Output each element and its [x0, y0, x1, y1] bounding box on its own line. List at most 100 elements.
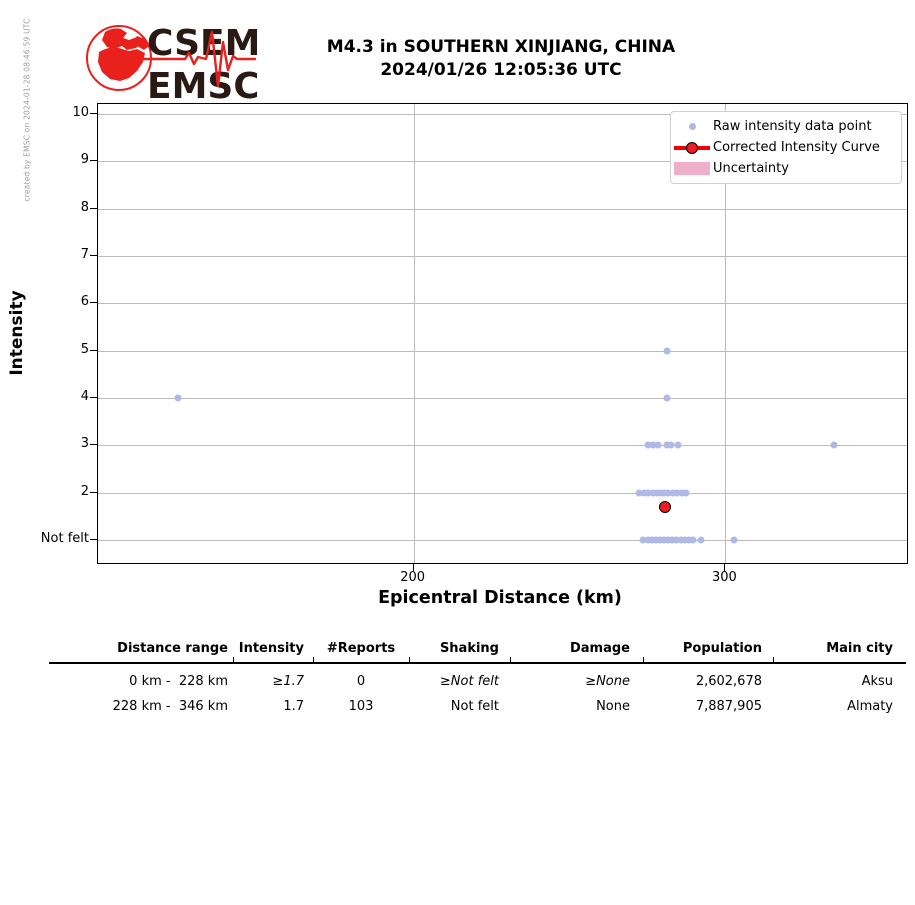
table-header--reports: #Reports — [326, 641, 396, 656]
table-row: 228 km - 346 km 1.7 103 Not felt None 7,887,9… — [49, 699, 906, 714]
intensity-summary-table: Distance range Intensity #Reports Shaking Da… — [49, 641, 906, 714]
raw-data-point — [639, 536, 647, 544]
raw-data-point — [663, 441, 670, 449]
y-tick-mark — [90, 349, 97, 351]
raw-data-point — [660, 489, 668, 497]
column-divider-tick — [510, 657, 511, 662]
table-cell: ≥1.7 — [272, 674, 304, 689]
legend-item-corrected: Corrected Intensity Curve — [671, 137, 901, 158]
table-header-intensity: Intensity — [238, 641, 304, 656]
table-header-row: Distance range Intensity #Reports Shaking Da… — [49, 641, 906, 662]
y-tick-mark — [90, 112, 97, 114]
column-divider-tick — [313, 657, 314, 662]
table-header-main-city: Main city — [826, 641, 893, 656]
y-tick-mark — [90, 160, 97, 162]
uncertainty-patch-icon — [671, 158, 713, 179]
y-tick-mark — [90, 207, 97, 209]
table-cell: 228 km - 346 km — [112, 699, 228, 714]
globe-icon — [86, 25, 152, 91]
corrected-curve-icon — [671, 137, 713, 158]
raw-data-point — [663, 347, 671, 355]
title-line-2: 2024/01/26 12:05:36 UTC — [380, 60, 622, 80]
gridline-horizontal — [98, 397, 907, 399]
legend-label-raw: Raw intensity data point — [713, 119, 872, 134]
raw-data-point — [674, 441, 682, 449]
raw-data-point — [644, 536, 651, 544]
table-cell: 1.7 — [283, 699, 304, 714]
table-cell: Almaty — [847, 699, 893, 714]
raw-data-point — [678, 489, 685, 497]
y-tick-mark — [90, 254, 97, 256]
legend-label-uncertainty: Uncertainty — [713, 161, 789, 176]
y-tick-mark — [90, 444, 97, 446]
y-tick-label: Not felt — [40, 530, 89, 546]
raw-data-point — [657, 489, 665, 497]
raw-data-point — [653, 489, 660, 497]
x-tick-mark — [412, 564, 414, 571]
gridline-horizontal — [98, 492, 907, 494]
raw-point-icon — [671, 116, 713, 137]
y-tick-label: 3 — [80, 436, 89, 452]
chart-legend: Raw intensity data point Corrected Inten… — [670, 111, 902, 184]
raw-data-point — [664, 489, 672, 497]
raw-data-point — [672, 536, 680, 544]
raw-data-point — [648, 536, 655, 544]
table-header-shaking: Shaking — [439, 641, 499, 656]
seismogram-icon — [141, 30, 257, 88]
table-row: 0 km - 228 km ≥1.7 0 ≥Not felt ≥None 2,602,67… — [49, 674, 906, 689]
table-cell: Not felt — [450, 699, 499, 714]
legend-item-uncertainty: Uncertainty — [671, 158, 901, 179]
logo-text-emsc: EMSC — [147, 66, 257, 104]
x-tick-label: 300 — [711, 570, 737, 585]
y-tick-label: 2 — [80, 483, 89, 499]
gridline-horizontal — [98, 208, 907, 210]
table-header-rule — [49, 657, 906, 664]
y-tick-label: 5 — [80, 341, 89, 357]
legend-label-corrected: Corrected Intensity Curve — [713, 140, 880, 155]
table-header-distance-range: Distance range — [117, 641, 228, 656]
table-cell: None — [596, 699, 630, 714]
x-tick-label: 200 — [400, 570, 426, 585]
x-tick-mark — [724, 564, 726, 571]
y-tick-label: 9 — [80, 152, 89, 168]
raw-data-point — [730, 536, 737, 544]
table-cell: 7,887,905 — [695, 699, 762, 714]
raw-data-point — [673, 489, 681, 497]
raw-data-point — [649, 489, 656, 497]
plot-area: Raw intensity data point Corrected Inten… — [97, 103, 908, 564]
gridline-horizontal — [98, 445, 907, 447]
raw-data-point — [644, 441, 652, 449]
y-tick-label: 4 — [80, 388, 89, 404]
y-tick-mark — [90, 491, 97, 493]
gridline-horizontal — [98, 113, 907, 115]
gridline-vertical — [413, 104, 415, 563]
raw-data-point — [682, 489, 689, 497]
raw-data-point — [697, 536, 705, 544]
raw-data-point — [174, 394, 182, 402]
raw-data-point — [664, 536, 672, 544]
raw-data-point — [685, 536, 693, 544]
column-divider-tick — [233, 657, 234, 662]
table-cell: ≥None — [585, 674, 630, 689]
table-cell: 0 km - 228 km — [129, 674, 228, 689]
raw-data-point — [652, 536, 660, 544]
x-axis-title: Epicentral Distance (km) — [378, 588, 622, 608]
title-line-1: M4.3 in SOUTHERN XINJIANG, CHINA — [326, 37, 676, 57]
raw-data-point — [677, 536, 684, 544]
table-header-population: Population — [682, 641, 762, 656]
gridline-horizontal — [98, 161, 907, 163]
legend-item-raw: Raw intensity data point — [671, 116, 901, 137]
raw-data-point — [830, 441, 838, 449]
column-divider-tick — [643, 657, 644, 662]
raw-data-point — [644, 489, 652, 497]
y-tick-mark — [90, 396, 97, 398]
table-cell: ≥Not felt — [439, 674, 499, 689]
raw-data-point — [669, 489, 677, 497]
raw-data-point — [663, 394, 671, 402]
raw-data-point — [681, 536, 689, 544]
corrected-intensity-point — [658, 500, 671, 513]
emsc-logo: CSEM EMSC — [86, 23, 257, 104]
y-tick-label: 8 — [80, 199, 89, 215]
raw-data-point — [668, 536, 676, 544]
